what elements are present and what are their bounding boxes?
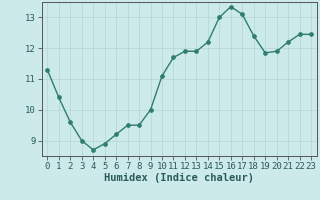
X-axis label: Humidex (Indice chaleur): Humidex (Indice chaleur) (104, 173, 254, 183)
